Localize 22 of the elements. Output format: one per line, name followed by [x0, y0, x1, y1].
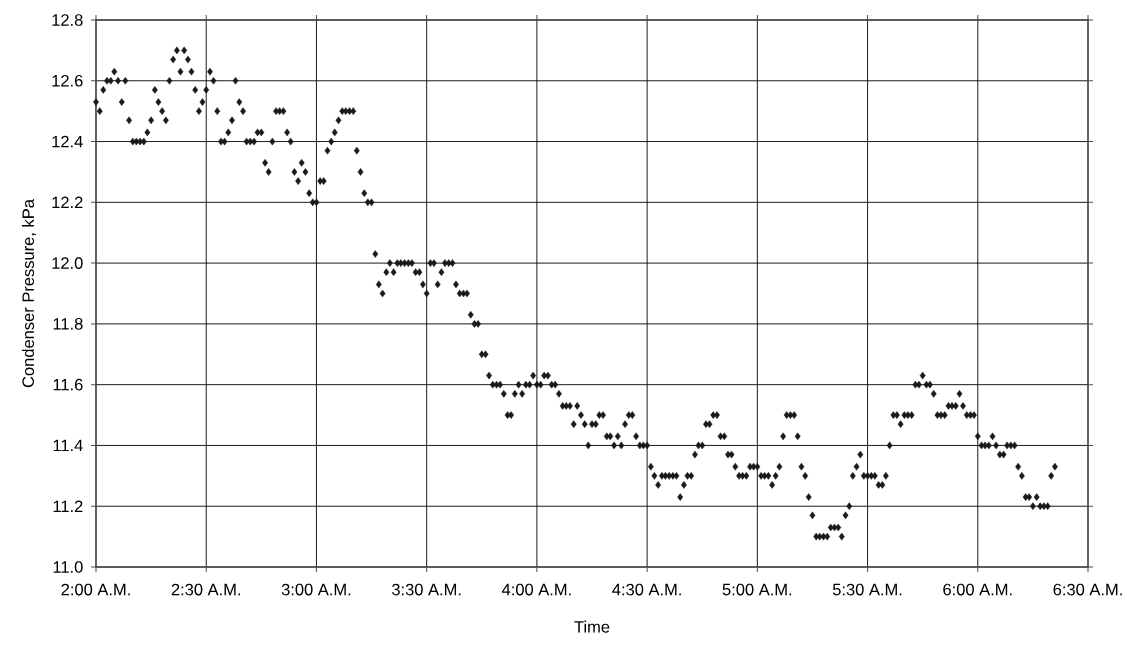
- x-tick-label: 4:30 A.M.: [612, 583, 681, 596]
- y-tick-label: 12.8: [52, 14, 83, 26]
- y-tick-label: 11.6: [53, 378, 83, 391]
- y-tick-label: 11.0: [53, 561, 83, 573]
- x-tick-label: 5:00 A.M.: [722, 583, 792, 596]
- x-tick-label: 3:00 A.M.: [281, 583, 351, 596]
- y-tick-label: 12.4: [52, 135, 83, 148]
- x-axis-title: Time: [574, 620, 610, 633]
- x-tick-label: 2:30 A.M.: [171, 583, 241, 596]
- x-tick-label: 6:30 A.M.: [1053, 583, 1122, 596]
- y-tick-label: 12.6: [52, 74, 83, 87]
- x-tick-label: 2:00 A.M.: [61, 583, 130, 596]
- y-axis-title: Condenser Pressure, kPa: [21, 199, 36, 388]
- y-tick-label: 11.8: [53, 318, 83, 330]
- x-tick-label: 5:30 A.M.: [832, 583, 902, 596]
- y-tick-label: 12.0: [52, 257, 83, 269]
- y-tick-label: 12.2: [52, 196, 83, 209]
- x-tick-label: 4:00 A.M.: [501, 583, 571, 596]
- x-tick-label: 3:30 A.M.: [391, 583, 461, 596]
- x-tick-label: 6:00 A.M.: [943, 583, 1012, 596]
- y-tick-label: 11.4: [53, 439, 83, 452]
- y-tick-label: 11.2: [53, 500, 83, 512]
